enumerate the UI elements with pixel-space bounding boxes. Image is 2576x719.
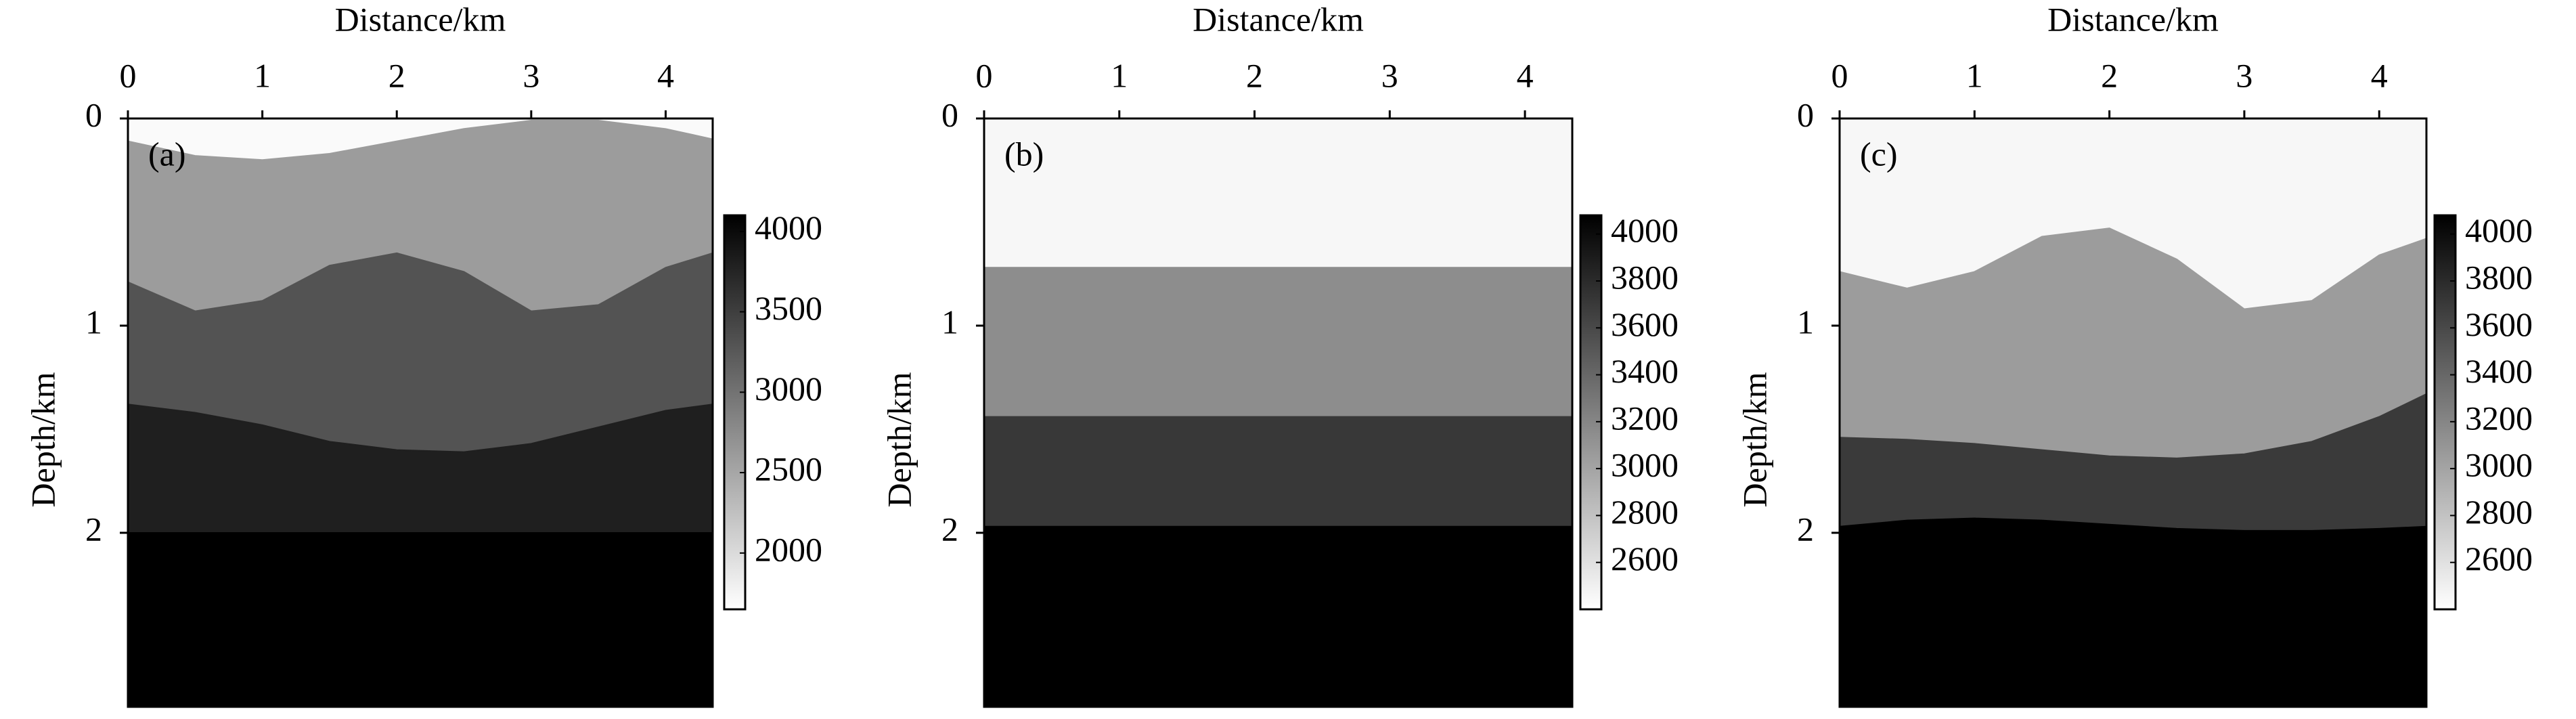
interface: [128, 404, 713, 453]
y-axis-label: Depth/km: [880, 372, 918, 507]
colorbar-tick-label: 3000: [1611, 446, 1679, 484]
interface: [1840, 227, 2426, 310]
x-tick-label: 3: [2236, 56, 2252, 94]
colorbar-tick-label: 3500: [755, 289, 822, 327]
y-axis-label: Depth/km: [1735, 372, 1773, 507]
colorbar-tick-label: 2000: [755, 530, 822, 568]
x-tick-label: 2: [1246, 56, 1263, 94]
interface: [1840, 393, 2426, 459]
interface: [128, 252, 713, 312]
colorbar-tick-label: 3000: [755, 370, 822, 408]
x-tick-label: 3: [523, 56, 539, 94]
model: [984, 118, 1572, 707]
y-tick-label: 2: [941, 510, 958, 548]
colorbar-tick-label: 3600: [2465, 305, 2533, 343]
colorbar-tick-label: 2800: [2465, 493, 2533, 531]
interface: [1840, 517, 2426, 531]
x-tick-label: 4: [1517, 56, 1534, 94]
x-tick-label: 2: [388, 56, 405, 94]
colorbar-tick-label: 3200: [1611, 399, 1679, 437]
x-axis-label: Distance/km: [1193, 0, 1364, 38]
colorbar-tick-label: 3800: [2465, 258, 2533, 296]
x-tick-label: 2: [2101, 56, 2118, 94]
colorbar-tick-label: 2800: [1611, 493, 1679, 531]
x-axis-label: Distance/km: [335, 0, 506, 38]
x-axis-label: Distance/km: [2047, 0, 2219, 38]
y-tick-label: 0: [941, 95, 958, 133]
x-tick-label: 0: [1831, 56, 1848, 94]
y-tick-label: 0: [1797, 95, 1814, 133]
x-tick-label: 1: [254, 56, 271, 94]
colorbar-tick-label: 3600: [1611, 305, 1679, 343]
x-tick-label: 0: [120, 56, 137, 94]
colorbar-tick-label: 3400: [2465, 352, 2533, 390]
interface: [128, 120, 713, 161]
layer: [984, 526, 1572, 707]
colorbar: [1579, 214, 1603, 611]
colorbar-tick-label: 3000: [2465, 446, 2533, 484]
colorbar-tick-label: 2500: [755, 450, 822, 488]
colorbar-tick-label: 3800: [1611, 258, 1679, 296]
x-tick-label: 0: [976, 56, 993, 94]
colorbar-tick-label: 3400: [1611, 352, 1679, 390]
y-tick-label: 1: [941, 303, 958, 341]
x-tick-label: 1: [1966, 56, 1983, 94]
y-tick-label: 2: [1797, 510, 1814, 548]
panel-label: (b): [1004, 135, 1044, 173]
colorbar-tick-label: 2600: [1611, 540, 1679, 578]
y-tick-label: 2: [85, 510, 102, 548]
colorbar-tick-label: 2600: [2465, 540, 2533, 578]
x-tick-label: 4: [2371, 56, 2388, 94]
layer: [128, 532, 713, 707]
panel-label: (c): [1860, 135, 1898, 173]
y-tick-label: 1: [85, 303, 102, 341]
colorbar-tick-label: 4000: [1611, 211, 1679, 249]
x-tick-label: 1: [1111, 56, 1128, 94]
x-tick-label: 3: [1381, 56, 1398, 94]
frame: [1838, 117, 2428, 708]
colorbar-tick-label: 3200: [2465, 399, 2533, 437]
y-axis-label: Depth/km: [24, 372, 62, 507]
colorbar-tick-label: 4000: [2465, 211, 2533, 249]
y-tick-label: 1: [1797, 303, 1814, 341]
colorbar: [2433, 214, 2457, 611]
colorbar-tick-label: 4000: [755, 209, 822, 246]
y-tick-label: 0: [85, 95, 102, 133]
layer: [1840, 518, 2426, 707]
panel-label: (a): [148, 135, 186, 173]
model: [1840, 118, 2426, 707]
model: [128, 118, 713, 707]
x-tick-label: 4: [657, 56, 674, 94]
frame: [983, 117, 1574, 708]
frame: [127, 117, 714, 708]
colorbar: [723, 214, 747, 611]
